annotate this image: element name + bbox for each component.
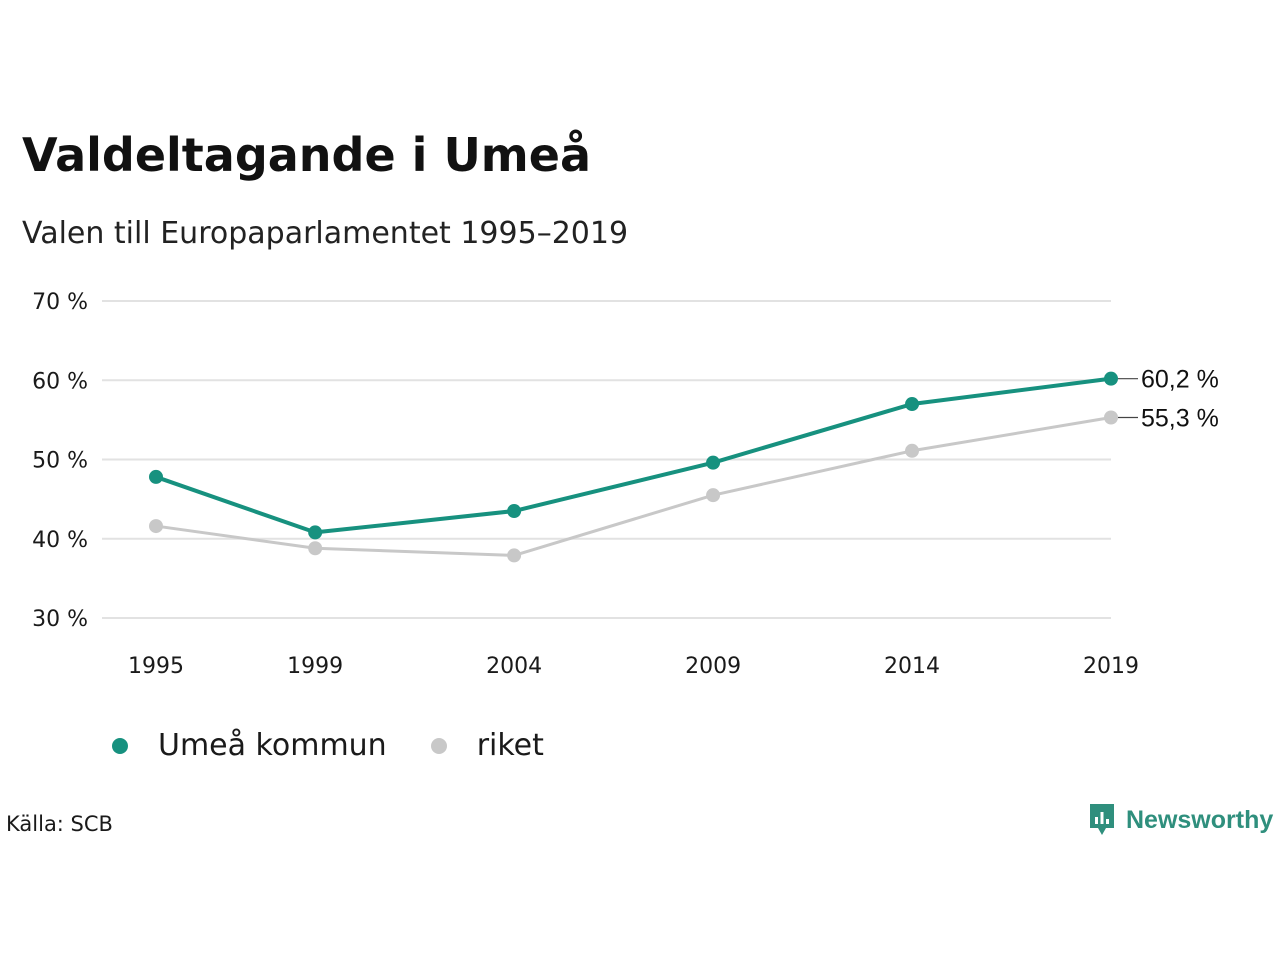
data-point-umea-2004 <box>507 504 522 519</box>
y-tick-label-60: 60 % <box>32 369 88 394</box>
x-tick-label-2009: 2009 <box>685 654 741 679</box>
end-label-umea: 60,2 % <box>1141 366 1219 394</box>
legend-item-riket: riket <box>430 728 544 763</box>
legend-item-umea: Umeå kommun <box>112 728 387 763</box>
x-tick-label-1999: 1999 <box>287 654 343 679</box>
data-point-riket-2014 <box>905 443 920 458</box>
end-label-riket: 55,3 % <box>1141 404 1219 432</box>
data-point-riket-1995 <box>149 519 163 534</box>
data-point-riket-2004 <box>507 548 522 563</box>
legend-label-umea: Umeå kommun <box>158 728 387 763</box>
x-tick-label-2019: 2019 <box>1083 654 1139 679</box>
y-tick-label-50: 50 % <box>32 449 88 474</box>
y-tick-label-40: 40 % <box>32 528 88 553</box>
data-point-riket-1999 <box>308 541 323 556</box>
data-point-umea-2014 <box>905 397 920 412</box>
chart-title: Valdeltagande i Umeå <box>22 128 591 182</box>
legend-label-riket: riket <box>476 728 544 763</box>
x-tick-label-2004: 2004 <box>486 654 542 679</box>
data-point-umea-2019 <box>1104 371 1118 386</box>
chart-subtitle: Valen till Europaparlamentet 1995–2019 <box>22 216 629 251</box>
x-tick-label-2014: 2014 <box>884 654 940 679</box>
newsworthy-chart-bubble-icon <box>1090 804 1114 835</box>
series-line-riket <box>155 416 1112 557</box>
chart-legend: Umeå kommun riket <box>112 728 588 763</box>
data-point-umea-2009 <box>706 455 721 470</box>
data-point-umea-1995 <box>149 469 163 484</box>
series-line-umea <box>155 376 1112 535</box>
brand-logo: Newsworthy <box>1088 802 1273 838</box>
source-note: Källa: SCB <box>6 812 113 836</box>
y-tick-label-70: 70 % <box>32 290 88 315</box>
data-point-umea-1999 <box>308 525 323 540</box>
data-point-riket-2009 <box>706 488 721 503</box>
brand-name: Newsworthy <box>1126 805 1274 834</box>
data-point-riket-2019 <box>1104 410 1118 425</box>
legend-dot-umea <box>112 737 128 754</box>
x-tick-label-1995: 1995 <box>128 654 184 679</box>
legend-dot-riket <box>430 737 447 754</box>
y-tick-label-30: 30 % <box>32 607 88 632</box>
